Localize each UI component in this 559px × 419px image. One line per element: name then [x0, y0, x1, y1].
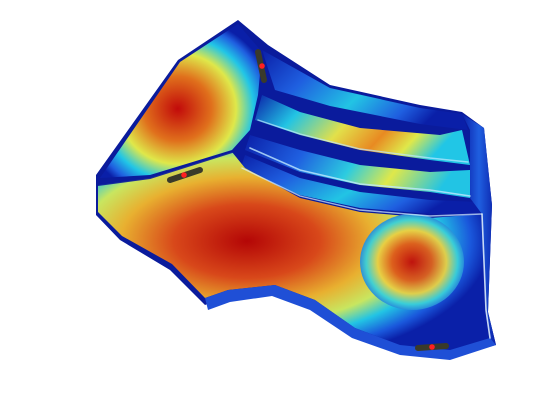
top-band-surface	[262, 50, 468, 130]
marker-left[interactable]	[167, 167, 203, 183]
edge-highlights	[97, 119, 491, 339]
marker-top[interactable]	[255, 49, 267, 83]
rib-upper	[255, 95, 470, 165]
underside-face	[205, 285, 496, 360]
rib-lower	[240, 155, 482, 215]
marker-bottom-right[interactable]	[415, 343, 449, 351]
right-side-face	[462, 114, 496, 345]
right-hotspot	[360, 214, 464, 310]
rib-middle	[245, 135, 470, 198]
left-wing-surface	[100, 24, 262, 178]
